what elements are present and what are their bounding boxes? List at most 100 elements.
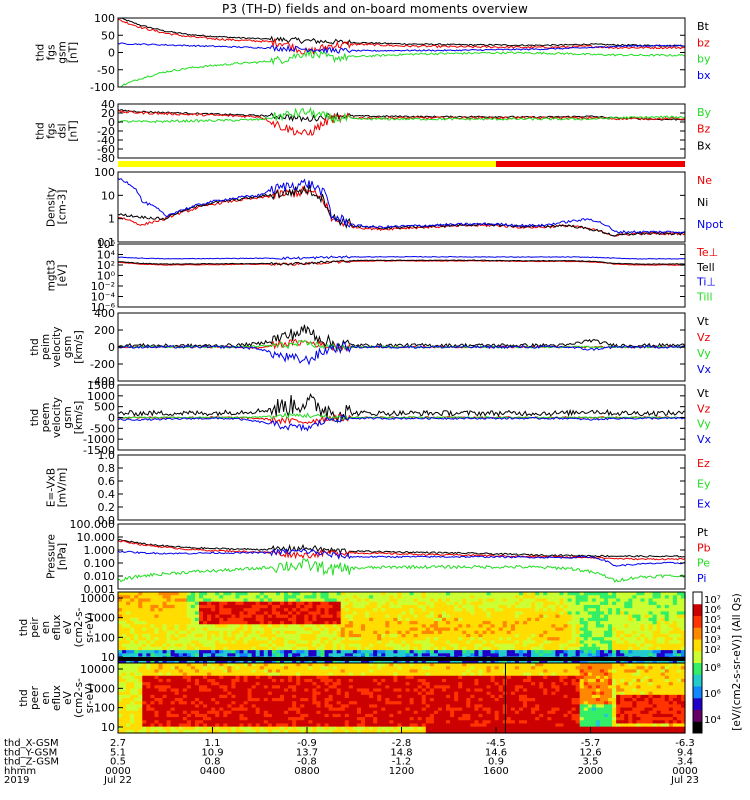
heatmap-cell	[377, 611, 382, 616]
heatmap-cell	[514, 650, 520, 654]
heatmap-cell	[539, 627, 544, 632]
heatmap-cell	[628, 611, 633, 616]
series-group	[118, 177, 685, 237]
heatmap-cell	[498, 598, 504, 603]
heatmap-cell	[352, 713, 358, 718]
heatmap-cell	[150, 604, 156, 609]
heatmap-cell	[211, 694, 216, 699]
heatmap-cell	[506, 598, 512, 603]
heatmap-cell	[336, 624, 342, 629]
heatmap-cell	[344, 672, 350, 677]
heatmap-cell	[194, 666, 200, 670]
heatmap-cell	[514, 653, 520, 658]
heatmap-cell	[154, 621, 160, 625]
heatmap-cell	[182, 678, 188, 683]
heatmap-cell	[405, 624, 411, 629]
heatmap-cell	[397, 672, 403, 677]
heatmap-cell	[547, 611, 552, 616]
heatmap-cell	[498, 659, 504, 664]
heatmap-cell	[154, 640, 160, 645]
heatmap-cell	[126, 624, 131, 629]
heatmap-cell	[518, 650, 524, 654]
heatmap-cell	[263, 624, 269, 629]
heatmap-cell	[243, 604, 249, 609]
heatmap-cell	[146, 595, 151, 600]
heatmap-cell	[417, 653, 423, 658]
heatmap-cell	[348, 601, 354, 606]
heatmap-cell	[591, 592, 597, 596]
heatmap-cell	[559, 633, 565, 638]
heatmap-cell	[608, 598, 613, 603]
heatmap-cell	[142, 598, 147, 603]
heatmap-cell	[377, 646, 382, 651]
heatmap-cell	[571, 637, 577, 642]
heatmap-cell	[506, 617, 512, 622]
heatmap-cell	[413, 720, 419, 725]
heatmap-cell	[324, 604, 330, 609]
heatmap-cell	[664, 630, 670, 635]
heatmap-cell	[604, 646, 609, 651]
heatmap-cell	[628, 640, 633, 645]
heatmap-cell	[146, 614, 151, 619]
heatmap-cell	[442, 643, 447, 648]
heatmap-cell	[142, 659, 147, 664]
heatmap-cell	[474, 608, 480, 612]
heatmap-cell	[369, 694, 374, 699]
heatmap-cell	[373, 729, 378, 734]
heatmap-cell	[409, 713, 415, 718]
heatmap-cell	[389, 604, 394, 609]
heatmap-cell	[616, 611, 621, 616]
heatmap-cell	[150, 726, 156, 731]
heatmap-cell	[616, 592, 621, 596]
heatmap-cell	[551, 646, 556, 651]
heatmap-cell	[636, 637, 642, 642]
heatmap-cell	[385, 729, 390, 734]
heatmap-cell	[340, 598, 346, 603]
heatmap-cell	[393, 621, 399, 625]
heatmap-cell	[656, 650, 662, 654]
heatmap-cell	[320, 704, 326, 709]
heatmap-cell	[486, 608, 492, 612]
heatmap-cell	[676, 614, 682, 619]
heatmap-cell	[178, 688, 184, 693]
heatmap-cell	[138, 707, 143, 712]
heatmap-cell	[373, 691, 378, 696]
heatmap-cell	[672, 643, 678, 648]
heatmap-cell	[377, 682, 382, 686]
heatmap-cell	[563, 611, 569, 616]
heatmap-cell	[559, 608, 565, 612]
heatmap-cell	[328, 621, 334, 625]
heatmap-cell	[413, 643, 419, 648]
heatmap-cell	[369, 621, 374, 625]
heatmap-cell	[336, 675, 342, 680]
series-line-bz	[118, 18, 685, 55]
heatmap-cell	[421, 630, 427, 635]
heatmap-cell	[336, 688, 342, 693]
heatmap-cell	[162, 624, 168, 629]
heatmap-cell	[377, 621, 382, 625]
heatmap-cell	[158, 611, 164, 616]
heatmap-cell	[223, 598, 228, 603]
heatmap-cell	[381, 653, 386, 658]
heatmap-cell	[292, 621, 297, 625]
heatmap-cell	[644, 621, 650, 625]
y-tick-label: 10⁶	[97, 238, 116, 251]
heatmap-cell	[126, 659, 131, 664]
series-line-Te⊥	[118, 260, 685, 267]
heatmap-cell	[267, 707, 273, 712]
panel-temperature: 10⁶10⁴10²10⁰10⁻²10⁻⁴10⁻⁶Te⊥TellTi⊥Tillmg…	[46, 238, 719, 314]
heatmap-cell	[356, 637, 362, 642]
heatmap-cell	[288, 666, 293, 670]
heatmap-cell	[243, 630, 249, 635]
heatmap-cell	[616, 633, 621, 638]
heatmap-cell	[348, 704, 354, 709]
heatmap-cell	[417, 663, 423, 667]
heatmap-cell	[604, 595, 609, 600]
heatmap-cell	[154, 675, 160, 680]
heatmap-cell	[166, 595, 172, 600]
heatmap-cell	[486, 624, 492, 629]
heatmap-cell	[263, 710, 269, 715]
heatmap-cell	[535, 650, 540, 654]
heatmap-cell	[409, 672, 415, 677]
heatmap-cell	[170, 614, 176, 619]
